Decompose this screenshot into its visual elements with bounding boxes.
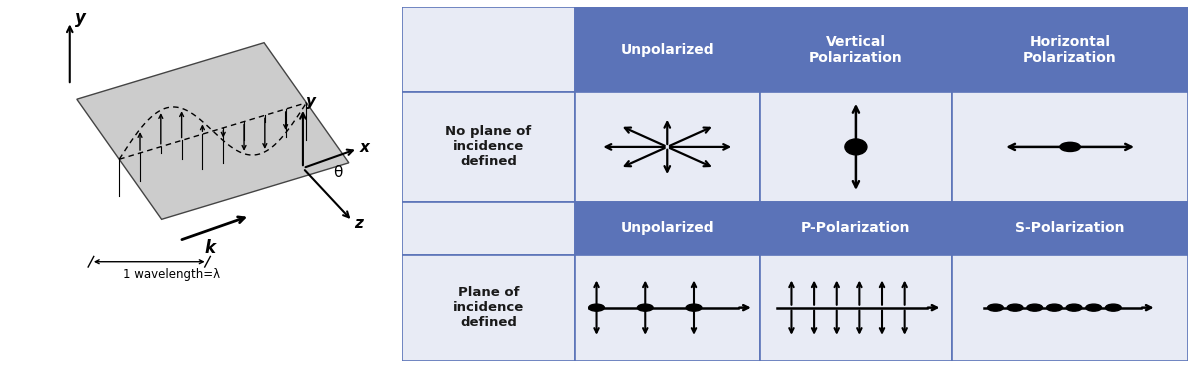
Circle shape [637,304,653,311]
Circle shape [1066,304,1082,311]
Circle shape [1060,142,1080,152]
Bar [402,7,575,92]
Circle shape [1046,304,1062,311]
Bar [575,202,760,255]
Text: k: k [204,239,215,257]
Circle shape [1105,304,1121,311]
Text: P-Polarization: P-Polarization [802,221,911,235]
Text: S-Polarization: S-Polarization [1015,221,1124,235]
Bar [575,92,760,202]
Text: 1 wavelength=λ: 1 wavelength=λ [122,268,220,281]
Bar [760,92,953,202]
Bar [760,202,953,255]
Text: θ: θ [332,165,342,180]
Circle shape [1027,304,1043,311]
Bar [760,7,953,92]
Text: y: y [76,9,86,27]
Bar [953,202,1188,255]
Text: x: x [360,140,370,155]
Circle shape [988,304,1003,311]
Text: No plane of
incidence
defined: No plane of incidence defined [445,125,532,169]
Circle shape [589,304,605,311]
Text: Vertical
Polarization: Vertical Polarization [809,35,902,65]
Text: Unpolarized: Unpolarized [620,221,714,235]
Polygon shape [77,43,349,219]
Bar [953,7,1188,92]
Text: y: y [306,94,317,109]
Text: Plane of
incidence
defined: Plane of incidence defined [452,286,524,329]
Circle shape [1007,304,1022,311]
Bar [953,92,1188,202]
Circle shape [1086,304,1102,311]
Text: z: z [354,216,364,231]
Bar [575,7,760,92]
Bar [402,202,575,255]
Bar [402,92,575,202]
Bar [953,255,1188,361]
Ellipse shape [845,139,866,155]
Bar [760,255,953,361]
Text: Unpolarized: Unpolarized [620,43,714,57]
Circle shape [686,304,702,311]
Text: Horizontal
Polarization: Horizontal Polarization [1024,35,1117,65]
Bar [575,255,760,361]
Bar [402,255,575,361]
